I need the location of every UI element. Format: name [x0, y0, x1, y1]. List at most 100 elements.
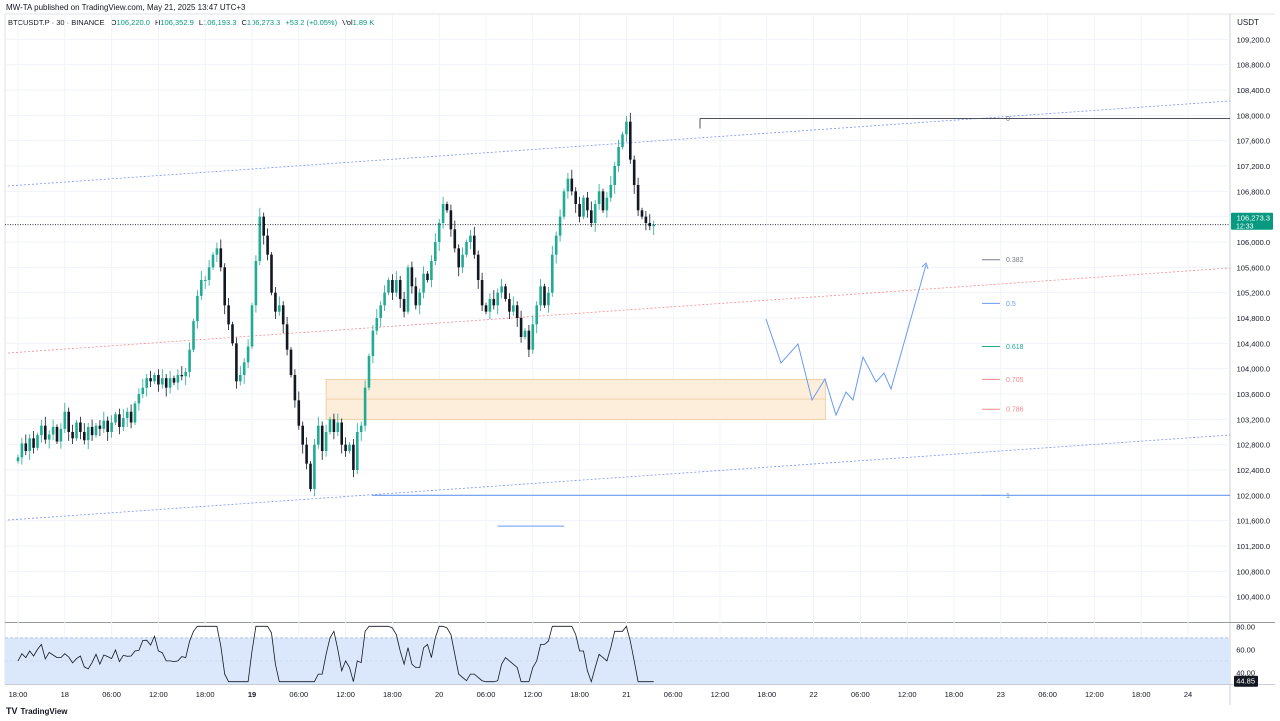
time-tick-label: 06:00	[851, 690, 870, 699]
price-tick-label: 100,800.0	[1237, 567, 1270, 576]
time-tick-label: 18:00	[1132, 690, 1151, 699]
close-value: 106,273.3	[246, 18, 281, 27]
candle-body	[133, 403, 137, 423]
time-tick-label: 12:00	[149, 690, 168, 699]
price-tick-label: 105,200.0	[1237, 289, 1270, 298]
candle-body	[445, 204, 449, 211]
channel-lines	[7, 100, 1231, 521]
candle-body	[285, 324, 289, 350]
time-tick-label: 23	[997, 690, 1005, 699]
candle-body	[371, 330, 375, 356]
price-tick-label: 104,400.0	[1237, 339, 1270, 348]
candle-body	[270, 254, 273, 293]
time-tick-label: 12:00	[523, 690, 542, 699]
candle-body	[305, 444, 308, 464]
open-label: O	[110, 18, 117, 27]
time-tick-label: 18:00	[945, 690, 964, 699]
high-value: 106,352.9	[160, 18, 194, 27]
price-tick-label: 102,800.0	[1237, 441, 1270, 450]
fib-label: 0.5	[1006, 301, 1016, 308]
candle-body	[414, 286, 418, 306]
candle-body	[309, 463, 312, 489]
candle-body	[465, 242, 468, 255]
candle-body	[118, 414, 121, 427]
candle-body	[125, 411, 129, 419]
candle-body	[558, 216, 562, 236]
vol-value: 1.89 K	[352, 18, 375, 27]
price-tick-label: 107,200.0	[1237, 162, 1270, 171]
candle-body	[504, 286, 507, 299]
candle-body	[28, 438, 31, 451]
candle-body	[79, 422, 82, 432]
candle-body	[422, 273, 425, 293]
candle-body	[500, 286, 503, 293]
candle-body	[605, 197, 609, 211]
candle-body	[601, 191, 605, 211]
rsi-value-text: 44.85	[1236, 677, 1255, 686]
candle-body	[512, 305, 515, 312]
candle-body	[453, 229, 457, 249]
candle-body	[590, 210, 593, 223]
candle-body	[492, 299, 496, 306]
candle-body	[340, 422, 343, 445]
candle-body	[644, 216, 648, 223]
candle-body	[496, 292, 499, 306]
candle-body	[410, 267, 414, 287]
candle-body	[593, 204, 597, 223]
candle-body	[543, 286, 546, 306]
vol-label: Vol	[342, 18, 353, 27]
candle-body	[469, 235, 472, 242]
candle-body	[375, 318, 379, 331]
price-tick-label: 103,200.0	[1237, 415, 1270, 424]
candle-body	[636, 185, 640, 211]
fib-label: 0.705	[1006, 377, 1024, 384]
candle-body	[207, 267, 211, 280]
candle-body	[266, 235, 269, 255]
candle-body	[574, 191, 577, 204]
candle-body	[578, 204, 581, 217]
price-tick-label: 102,000.0	[1237, 491, 1270, 500]
candle-body	[110, 422, 113, 432]
candle-body	[75, 422, 78, 439]
candle-body	[484, 305, 488, 312]
time-tick-label: 24	[1184, 690, 1192, 699]
candle-body	[114, 414, 117, 423]
time-tick-label: 12:00	[711, 690, 730, 699]
candle-body	[437, 223, 441, 242]
candle-body	[51, 426, 55, 435]
close-label: C	[241, 18, 247, 27]
price-tick-label: 104,000.0	[1237, 365, 1270, 374]
candle-body	[281, 305, 285, 325]
current-price-text: 106,273.3	[1237, 214, 1270, 223]
candle-body	[164, 378, 168, 388]
candle-body	[586, 197, 589, 211]
candle-body	[527, 330, 531, 350]
candle-body	[457, 248, 460, 268]
candle-body	[609, 185, 613, 198]
currency-label: USDT	[1237, 18, 1259, 27]
candle-body	[328, 419, 332, 432]
rsi-tick-label: 80.00	[1236, 622, 1255, 631]
time-tick-label: 18:00	[196, 690, 215, 699]
fib-label: 0	[1006, 116, 1010, 123]
candle-body	[352, 444, 355, 470]
candle-body	[122, 418, 125, 427]
fib-levels: 0 0.382 0.5 0.618 0.705 0.786 1	[982, 116, 1024, 500]
ohlc-legend: BTCUSDT.P · 30 · BINANCE O106,220.0 H106…	[8, 18, 374, 27]
price-tick-label: 101,200.0	[1237, 542, 1270, 551]
symbol-label[interactable]: BTCUSDT.P · 30 · BINANCE	[8, 18, 105, 27]
candle-body	[184, 371, 187, 377]
candle-body	[348, 444, 351, 451]
price-tick-label: 108,000.0	[1237, 111, 1270, 120]
candle-body	[418, 292, 421, 306]
candle-body	[387, 280, 390, 293]
candle-body	[652, 224, 655, 227]
candle-body	[313, 444, 316, 489]
grid	[5, 14, 1230, 684]
candle-body	[145, 378, 148, 388]
candle-body	[231, 324, 234, 344]
candle-body	[235, 343, 238, 382]
candle-body	[223, 267, 226, 306]
price-tick-label: 101,600.0	[1237, 517, 1270, 526]
